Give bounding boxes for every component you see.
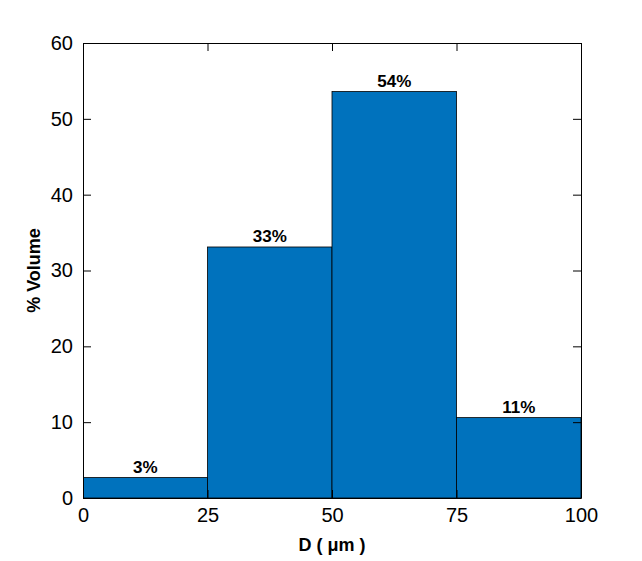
x-axis-title: D ( μm ) bbox=[298, 535, 365, 555]
plot-area: 0 25 50 75 100 0 10 20 30 40 50 60 3% 33% 54% 11% bbox=[51, 32, 598, 526]
tick bbox=[573, 195, 581, 196]
tick bbox=[573, 43, 581, 44]
tick-mark bbox=[457, 490, 458, 498]
axis-line bbox=[581, 44, 582, 499]
data-label: 11% bbox=[502, 398, 535, 417]
tick-mark bbox=[208, 490, 209, 498]
data-label: 54% bbox=[377, 72, 411, 91]
tick-mark bbox=[83, 119, 91, 120]
tick bbox=[573, 498, 581, 499]
chart: 0 25 50 75 100 0 10 20 30 40 50 60 3% 33% 54% 11% D ( μm… bbox=[0, 0, 642, 561]
tick-mark bbox=[83, 271, 91, 272]
tick-mark bbox=[573, 119, 581, 120]
tick bbox=[457, 43, 458, 51]
tick-label: 30 bbox=[51, 259, 73, 281]
tick-mark bbox=[573, 422, 581, 423]
data-label: 3% bbox=[133, 458, 158, 477]
tick-mark bbox=[573, 498, 581, 499]
tick-mark bbox=[573, 43, 581, 44]
tick bbox=[573, 119, 581, 120]
tick-label: 50 bbox=[321, 504, 343, 526]
x-axis-top bbox=[84, 43, 582, 51]
bar bbox=[457, 418, 582, 498]
tick-label: 0 bbox=[62, 487, 73, 509]
tick: 50 bbox=[321, 490, 343, 526]
tick-mark bbox=[332, 43, 333, 51]
tick-mark bbox=[83, 195, 91, 196]
tick-mark bbox=[573, 346, 581, 347]
tick bbox=[573, 422, 581, 423]
tick-mark bbox=[83, 498, 91, 499]
tick: 75 bbox=[446, 490, 468, 526]
y-axis-title: % Volume bbox=[24, 228, 44, 313]
tick-label: 75 bbox=[446, 504, 468, 526]
bar bbox=[332, 92, 457, 498]
tick-label: 25 bbox=[197, 504, 219, 526]
tick bbox=[573, 271, 581, 272]
axis-line bbox=[84, 498, 582, 499]
x-axis: 0 25 50 75 100 bbox=[78, 490, 598, 526]
tick-mark bbox=[573, 195, 581, 196]
tick: 25 bbox=[197, 490, 219, 526]
y-axis: 0 10 20 30 40 50 60 bbox=[51, 32, 91, 509]
tick bbox=[573, 346, 581, 347]
data-labels: 3% 33% 54% 11% bbox=[133, 72, 535, 477]
tick-label: 50 bbox=[51, 108, 73, 130]
tick-label: 20 bbox=[51, 335, 73, 357]
tick-mark bbox=[83, 422, 91, 423]
tick-mark bbox=[83, 43, 91, 44]
tick: 50 bbox=[51, 108, 91, 130]
tick: 0 bbox=[62, 487, 91, 509]
tick-mark bbox=[573, 271, 581, 272]
tick-mark bbox=[457, 43, 458, 51]
tick-label: 100 bbox=[565, 504, 598, 526]
tick bbox=[332, 43, 333, 51]
tick-label: 10 bbox=[51, 411, 73, 433]
tick-mark bbox=[332, 490, 333, 498]
tick: 30 bbox=[51, 259, 91, 281]
tick: 60 bbox=[51, 32, 91, 54]
bars bbox=[83, 92, 581, 498]
tick-label: 40 bbox=[51, 184, 73, 206]
tick: 10 bbox=[51, 411, 91, 433]
tick: 20 bbox=[51, 335, 91, 357]
tick: 40 bbox=[51, 184, 91, 206]
tick-mark bbox=[83, 346, 91, 347]
tick-label: 60 bbox=[51, 32, 73, 54]
data-label: 33% bbox=[253, 227, 287, 246]
bar bbox=[208, 247, 333, 498]
tick-mark bbox=[208, 43, 209, 51]
tick-label: 0 bbox=[78, 504, 89, 526]
bar bbox=[83, 478, 208, 498]
y-axis-right bbox=[573, 44, 582, 499]
tick bbox=[208, 43, 209, 51]
